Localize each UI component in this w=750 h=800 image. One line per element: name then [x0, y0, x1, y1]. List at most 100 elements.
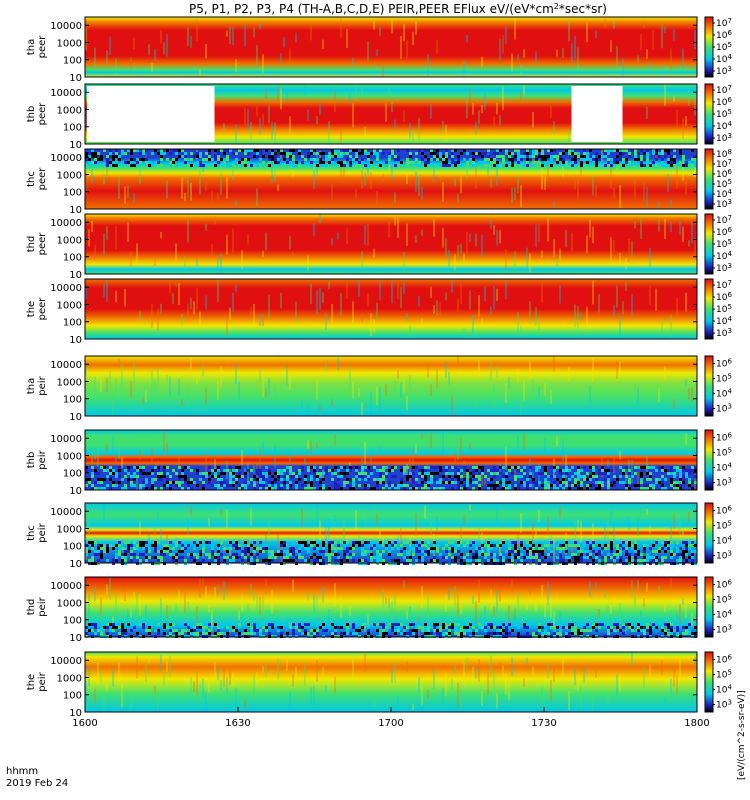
low-count-noise: [85, 541, 697, 565]
colorbar-tick-label: 103: [716, 65, 732, 77]
colorbar-tick-label: 106: [716, 579, 732, 591]
time-axis: 1600 1630 1700 1730 1800: [72, 707, 710, 729]
panel-label: thepeer: [26, 297, 48, 321]
colorbar-tha-peir: 103 104 105 106: [704, 355, 732, 417]
spectrogram-image: [85, 279, 697, 339]
colorbar-tick-label: 105: [716, 594, 732, 606]
colorbar-tick-label: 106: [716, 654, 732, 666]
panel-thb-peir: 10000 1000 100 10 thbpeir: [26, 429, 698, 497]
y-tick-label: 1000: [57, 377, 82, 388]
y-tick-label: 10000: [50, 153, 82, 164]
colorbar-tick-label: 106: [716, 358, 732, 370]
y-tick-label: 100: [63, 318, 82, 329]
y-tick-label: 100: [63, 542, 82, 553]
colorbar-tick-label: 103: [716, 477, 732, 489]
spectrogram-texture: [85, 652, 696, 712]
panel-thd-peir: 10000 1000 100 10 thdpeir: [26, 576, 698, 644]
y-tick-label: 100: [63, 395, 82, 406]
colorbar-tick-label: 104: [716, 609, 732, 621]
y-tick-label: 10: [69, 140, 82, 151]
colorbar-thc-peir: 103 104 105 106: [704, 502, 732, 564]
panel-frame: [84, 83, 698, 145]
colorbar-tick-label: 104: [716, 462, 732, 474]
y-tick-label: 10: [69, 633, 82, 644]
colorbar-tick-label: 104: [716, 388, 732, 400]
colorbar-scale: [704, 651, 714, 713]
colorbar-scale: [704, 429, 714, 491]
y-tick-label: 10000: [50, 21, 82, 32]
y-tick-label: 10000: [50, 581, 82, 592]
panel-frame: [84, 148, 698, 210]
colorbar-tick-label: 105: [716, 447, 732, 459]
colorbar-unit-label: [eV/(cm^2-s-sr-eV)]: [737, 690, 747, 780]
y-tick-label: 10000: [50, 434, 82, 445]
panel-label: thbpeer: [26, 102, 48, 126]
colorbar-tick-label: 103: [716, 624, 732, 636]
panel-label: thepeir: [26, 671, 48, 691]
colorbars: 1031041051061071031041051061071031041051…: [704, 16, 732, 713]
panel-frame: [84, 213, 698, 275]
colorbar-tick-label: 106: [716, 432, 732, 444]
colorbar-scale: [704, 148, 714, 210]
colorbar-tick-label: 104: [716, 250, 732, 262]
y-tick-label: 1000: [57, 300, 82, 311]
colorbar-tick-label: 103: [716, 132, 732, 144]
panel-label: thcpeer: [26, 167, 48, 191]
colorbar-thd-peir: 103 104 105 106: [704, 576, 732, 638]
low-count-noise: [85, 149, 697, 167]
colorbar-tick-label: 104: [716, 684, 732, 696]
colorbar-tick-label: 105: [716, 108, 732, 120]
y-tick-label: 1000: [57, 105, 82, 116]
panel-frame: [84, 576, 698, 638]
panel-frame: [84, 355, 698, 417]
panel-the-peer: 10000 1000 100 10 thepeer: [26, 278, 698, 346]
colorbar-tick-label: 104: [716, 53, 732, 65]
data-gap: [87, 86, 215, 142]
colorbar-tick-label: 107: [716, 84, 732, 96]
spectrogram-texture: [85, 17, 696, 77]
colorbar-tick-label: 103: [716, 403, 732, 415]
panel-label: thbpeir: [26, 449, 48, 469]
y-tick-label: 100: [63, 123, 82, 134]
y-tick-label: 100: [63, 188, 82, 199]
panel-label: thapeir: [26, 375, 48, 395]
colorbar-tick-label: 105: [716, 520, 732, 532]
y-tick-label: 10: [69, 73, 82, 84]
x-tick-label: 1800: [684, 718, 709, 729]
y-tick-label: 10000: [50, 283, 82, 294]
y-tick-label: 10: [69, 270, 82, 281]
colorbar-tick-label: 105: [716, 41, 732, 53]
y-tick-label: 10000: [50, 360, 82, 371]
y-tick-label: 10: [69, 335, 82, 346]
spectrogram-image: [85, 356, 697, 416]
colorbar-scale: [704, 502, 714, 564]
colorbar-scale: [704, 83, 714, 145]
colorbar-tick-label: 106: [716, 96, 732, 108]
panel-the-peir: 10000 1000 100 10 thepeir: [26, 651, 698, 719]
colorbar-tick-label: 105: [716, 373, 732, 385]
y-tick-label: 1000: [57, 451, 82, 462]
panel-thc-peir: 10000 1000 100 10 thcpeir: [26, 502, 698, 570]
colorbar-tick-label: 104: [716, 315, 732, 327]
y-tick-label: 10: [69, 412, 82, 423]
colorbar-tick-label: 106: [716, 505, 732, 517]
y-tick-label: 10000: [50, 88, 82, 99]
colorbar-tick-label: 107: [716, 17, 732, 29]
y-tick-label: 100: [63, 253, 82, 264]
colorbar-tick-label: 107: [716, 279, 732, 291]
panel-thc-peer: 10000 1000 100 10 thcpeer: [26, 148, 698, 216]
y-tick-label: 1000: [57, 235, 82, 246]
panel-tha-peer: 10000 1000 100 10 thapeer: [26, 16, 698, 84]
panel-label: thdpeer: [26, 232, 48, 256]
y-tick-label: 10: [69, 205, 82, 216]
spectrogram-texture: [88, 214, 696, 274]
colorbar-scale: [704, 16, 714, 78]
spectrogram-texture: [85, 577, 693, 637]
spectrogram-image: [85, 17, 697, 77]
panel-label: thcpeir: [26, 522, 48, 542]
y-tick-label: 1000: [57, 673, 82, 684]
panel-thd-peer: 10000 1000 100 10 thdpeer: [26, 213, 698, 281]
y-tick-label: 100: [63, 691, 82, 702]
panel-thb-peer: 10000 1000 100 10 thbpeer: [26, 83, 698, 151]
